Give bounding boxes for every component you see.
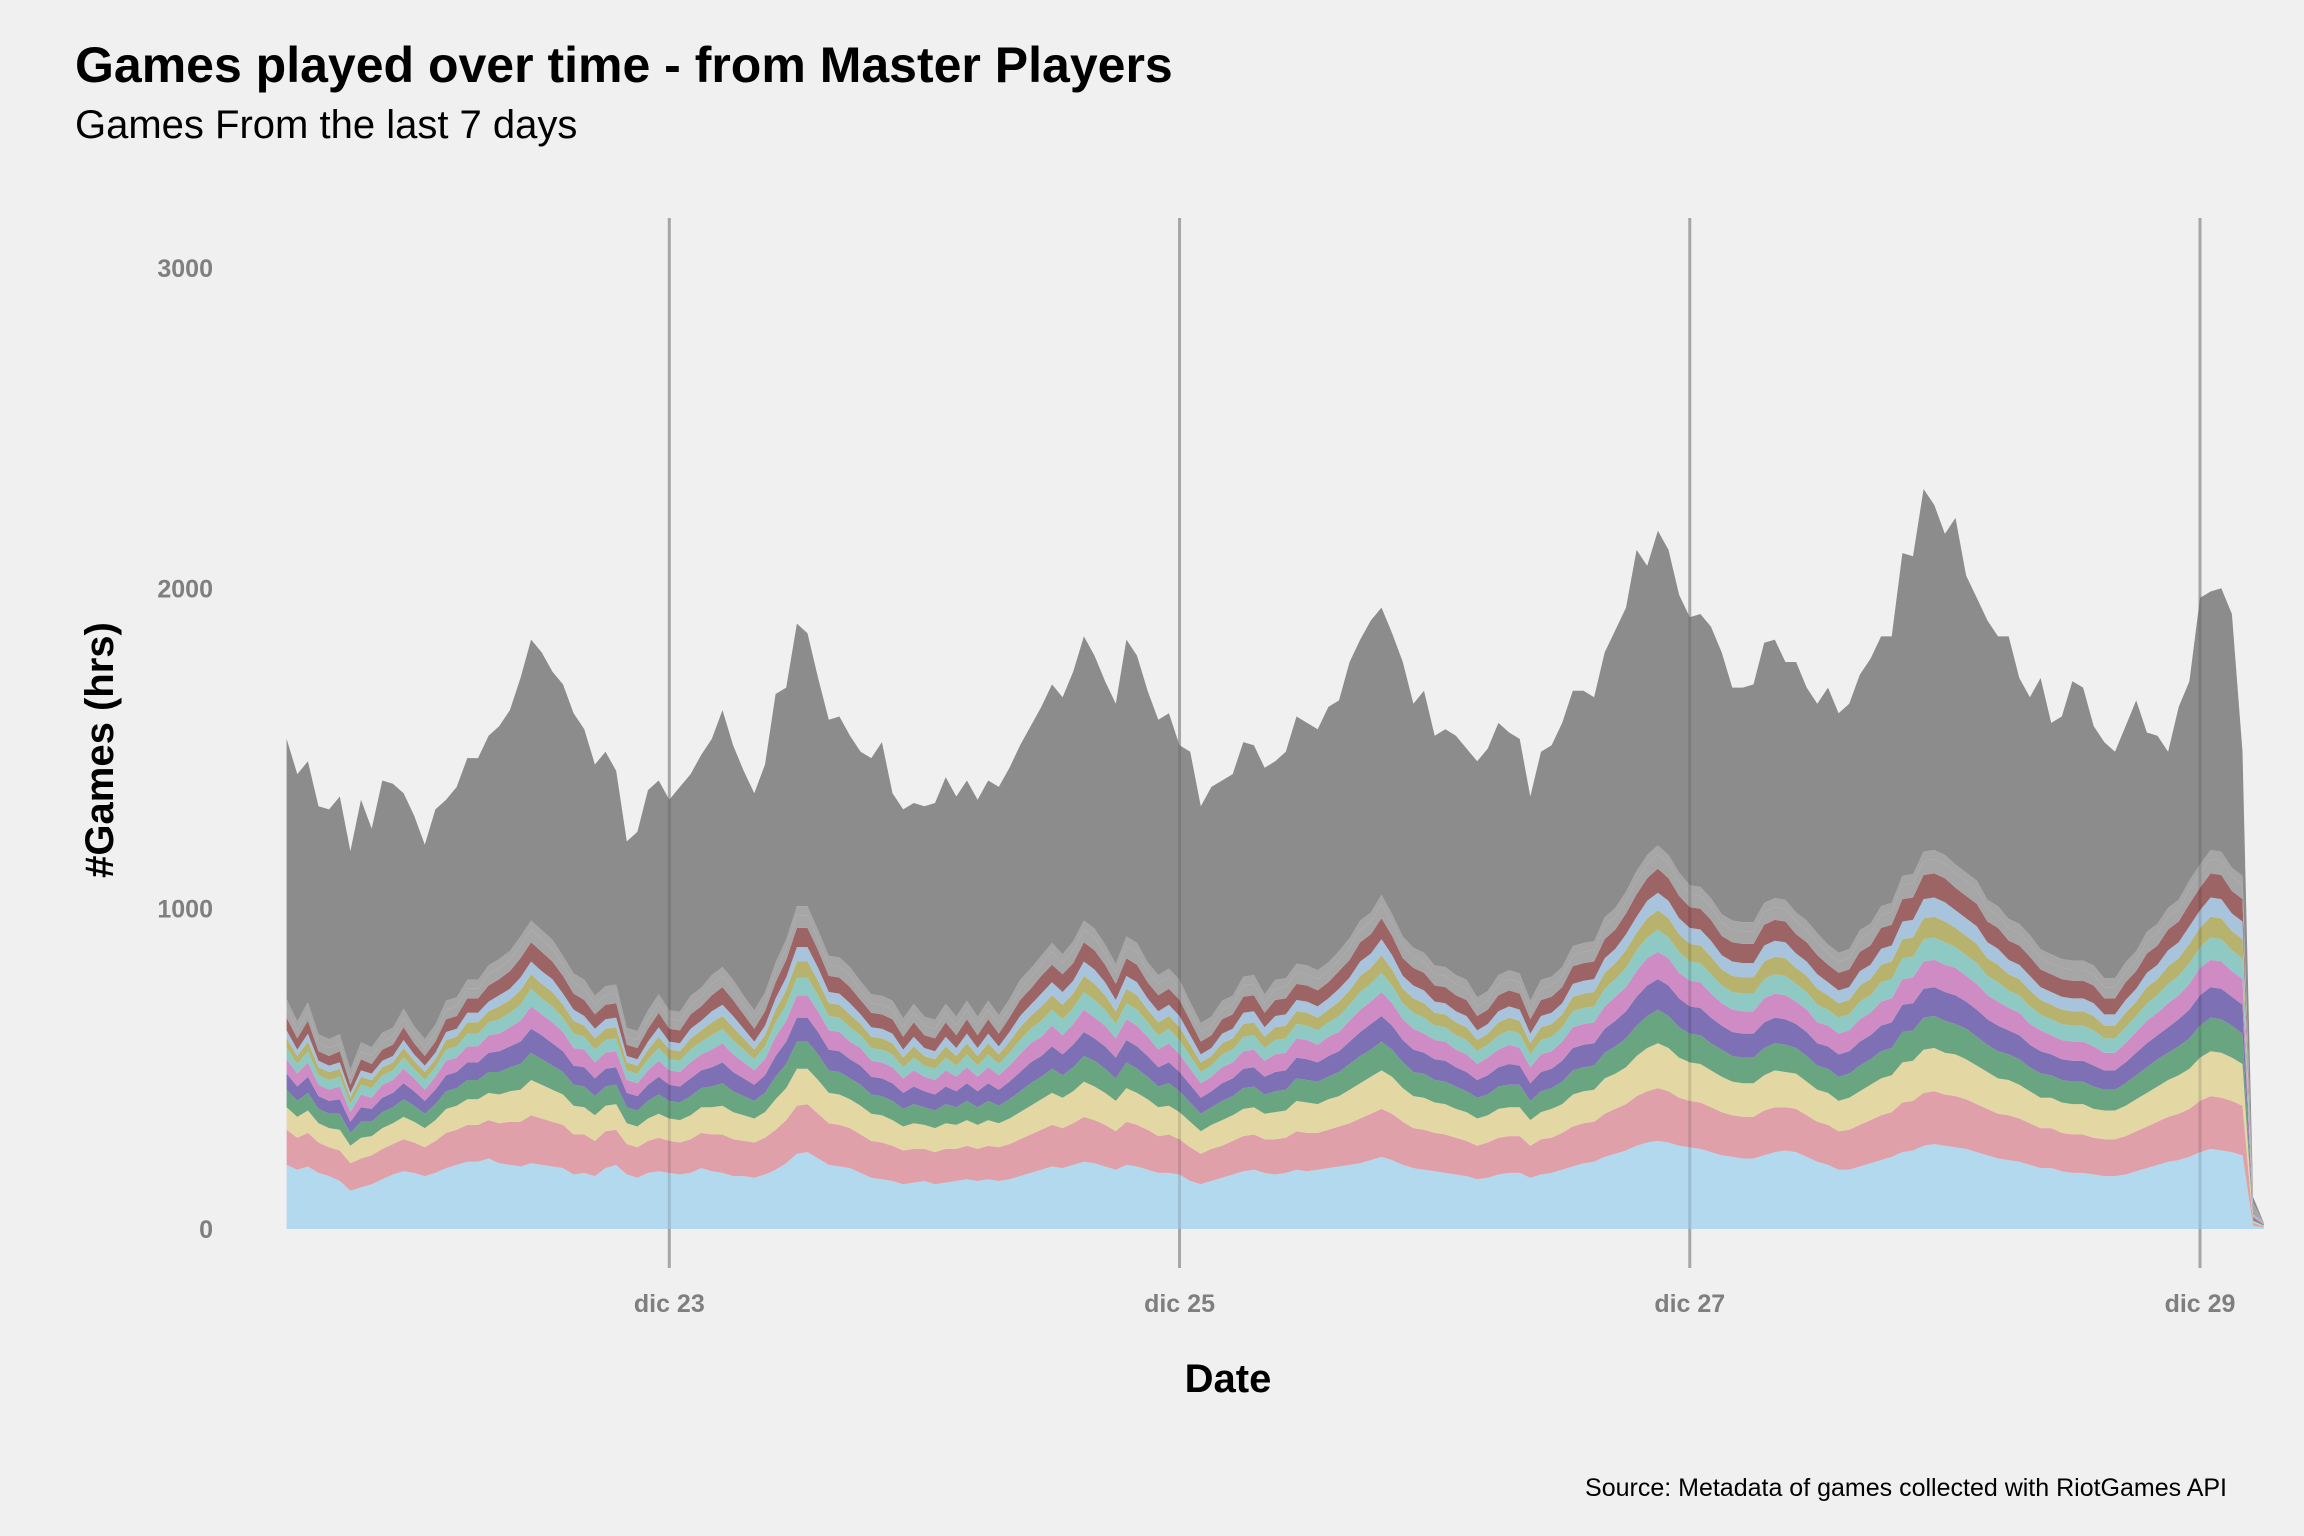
area-series-4 <box>286 1009 2264 1226</box>
chart-caption: Source: Metadata of games collected with… <box>1585 1474 2227 1502</box>
x-tick-label: dic 25 <box>1144 1290 1215 1318</box>
x-axis-title: Date <box>1185 1357 1272 1401</box>
area-series-5 <box>286 979 2264 1226</box>
x-tick-label: dic 23 <box>634 1290 705 1318</box>
area-series-1 <box>286 1140 2264 1229</box>
y-tick-label: 0 <box>199 1216 213 1244</box>
y-tick-label: 1000 <box>157 896 213 924</box>
x-axis-ticks: dic 23 dic 25 dic 27 dic 29 <box>634 1290 2236 1318</box>
area-series-rest <box>286 489 2264 1223</box>
area-series-2 <box>286 1088 2264 1228</box>
chart-title: Games played over time - from Master Pla… <box>75 37 1173 93</box>
chart-subtitle: Games From the last 7 days <box>75 103 577 147</box>
overlay-grid-layer <box>667 218 2202 1268</box>
y-axis-title: #Games (hrs) <box>78 622 122 878</box>
y-tick-label: 2000 <box>157 575 213 603</box>
area-layer <box>286 489 2264 1229</box>
x-tick-label: dic 27 <box>1654 1290 1725 1318</box>
x-tick-label: dic 29 <box>2165 1290 2236 1318</box>
area-series-3 <box>286 1043 2264 1227</box>
y-tick-label: 3000 <box>157 255 213 283</box>
y-axis-ticks: 0 1000 2000 3000 <box>157 255 213 1244</box>
